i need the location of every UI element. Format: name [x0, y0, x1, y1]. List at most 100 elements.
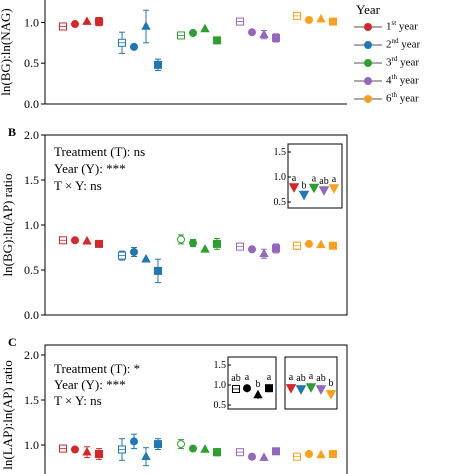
panel-a-y-axis-label: ln(BG):ln(NAG)	[0, 8, 13, 95]
inset-tick-label: 1.0	[214, 380, 227, 391]
y-tick-label: 0.0	[24, 97, 39, 111]
data-point	[154, 60, 162, 69]
legend-label-2nd: 2nd year	[386, 37, 421, 51]
data-point	[272, 447, 280, 456]
data-point	[236, 448, 244, 457]
panel-c-letter: C	[8, 335, 17, 349]
data-point	[141, 253, 151, 263]
inset-letter: a	[289, 372, 294, 383]
panel-b-stat-interaction: T × Y: ns	[54, 178, 102, 193]
data-point	[154, 440, 162, 449]
inset-letter: ab	[316, 373, 325, 384]
panel-c-stat-interaction: T × Y: ns	[54, 393, 102, 408]
y-tick-label: 2.0	[24, 348, 39, 362]
inset-point	[308, 183, 320, 194]
data-point	[272, 244, 280, 253]
legend-marker-3rd	[354, 59, 382, 67]
y-tick-label: 0.5	[24, 263, 39, 277]
data-point	[130, 42, 138, 51]
legend-marker-1st	[354, 23, 382, 31]
y-tick-label: 1.0	[24, 15, 39, 29]
data-point	[259, 452, 269, 461]
y-tick-label: 1.5	[24, 393, 39, 407]
legend-marker-4th	[354, 77, 382, 85]
inset-point	[305, 383, 317, 393]
data-point	[248, 28, 256, 37]
y-tick-label: 0.0	[24, 308, 39, 322]
panel-a: ln(BG):ln(NAG) 0.0 0.5 1.0	[0, 0, 347, 111]
data-point	[259, 248, 269, 258]
panel-b-points	[59, 234, 337, 284]
panel-b: B ln(BG):ln(AP) ratio Treatment (T): ns …	[0, 125, 348, 322]
y-tick-label: 1.0	[24, 438, 39, 452]
inset-point	[298, 190, 310, 201]
data-point	[213, 36, 221, 45]
data-point	[130, 437, 138, 446]
data-point	[305, 450, 313, 458]
panel-c-stat-treatment: Treatment (T): *	[54, 361, 140, 376]
inset-point	[295, 385, 307, 395]
panel-c-y-ticks: 1.0 1.5 2.0	[24, 348, 45, 452]
inset-tick-label: 1.5	[214, 360, 227, 371]
data-point	[71, 236, 79, 245]
inset-tick-label: 1.0	[274, 172, 287, 183]
data-point	[130, 248, 138, 256]
data-point	[118, 445, 126, 454]
data-point	[316, 13, 326, 23]
data-point	[95, 239, 103, 248]
inset-letter: ab	[319, 176, 328, 187]
panel-a-points	[59, 9, 337, 72]
data-point	[200, 244, 210, 253]
panel-c: C ln(LAP):ln(AP) ratio Treatment (T): * …	[0, 335, 348, 474]
data-point	[82, 235, 92, 245]
y-tick-label: 1.0	[24, 218, 39, 232]
panel-b-y-ticks: 0.0 0.5 1.0 1.5 2.0	[24, 128, 45, 322]
data-point	[329, 17, 337, 26]
legend-label-4th: 4th year	[386, 73, 419, 87]
data-point	[177, 31, 185, 40]
data-point	[59, 444, 67, 453]
legend-label-6th: 6th year	[386, 91, 419, 105]
data-point	[305, 239, 313, 248]
data-point	[293, 241, 301, 250]
data-point	[248, 245, 256, 254]
inset-tick-label: 0.5	[274, 197, 287, 208]
data-point	[82, 446, 92, 456]
data-point	[154, 266, 162, 275]
inset-letter: a	[312, 174, 317, 185]
data-point	[329, 241, 337, 250]
data-point	[95, 17, 103, 26]
panel-c-inset-treatment-content: 0.51.01.5ab aba	[214, 360, 273, 411]
inset-point	[288, 183, 300, 193]
panel-b-stat-treatment: Treatment (T): ns	[54, 144, 145, 159]
data-point	[293, 452, 301, 461]
legend-marker-6th	[354, 95, 382, 103]
y-tick-label: 1.5	[24, 173, 39, 187]
inset-point	[315, 385, 327, 395]
data-point	[177, 440, 185, 449]
inset-letter: b	[256, 379, 261, 390]
inset-letter: ab	[231, 373, 240, 384]
data-point	[189, 239, 197, 247]
legend-label-1st: 1st year	[386, 19, 418, 33]
inset-point	[243, 384, 251, 393]
data-point	[316, 449, 326, 459]
inset-tick-label: 0.5	[214, 400, 227, 411]
data-point	[305, 15, 313, 24]
panel-b-y-axis-label: ln(BG):ln(AP) ratio	[0, 174, 15, 277]
data-point	[141, 451, 151, 460]
inset-point	[328, 184, 340, 194]
inset-letter: ab	[296, 373, 305, 384]
panel-b-stat-year: Year (Y): ***	[54, 161, 126, 176]
inset-letter: a	[267, 372, 272, 383]
data-point	[316, 239, 326, 249]
inset-letter: b	[329, 378, 334, 389]
legend-entry-2nd: 2nd year	[352, 37, 474, 52]
data-point	[59, 22, 67, 31]
y-tick-label: 0.5	[24, 56, 39, 70]
data-point	[213, 448, 221, 457]
data-point	[71, 445, 79, 454]
legend-label-3rd: 3rd year	[386, 55, 420, 69]
data-point	[293, 11, 301, 20]
